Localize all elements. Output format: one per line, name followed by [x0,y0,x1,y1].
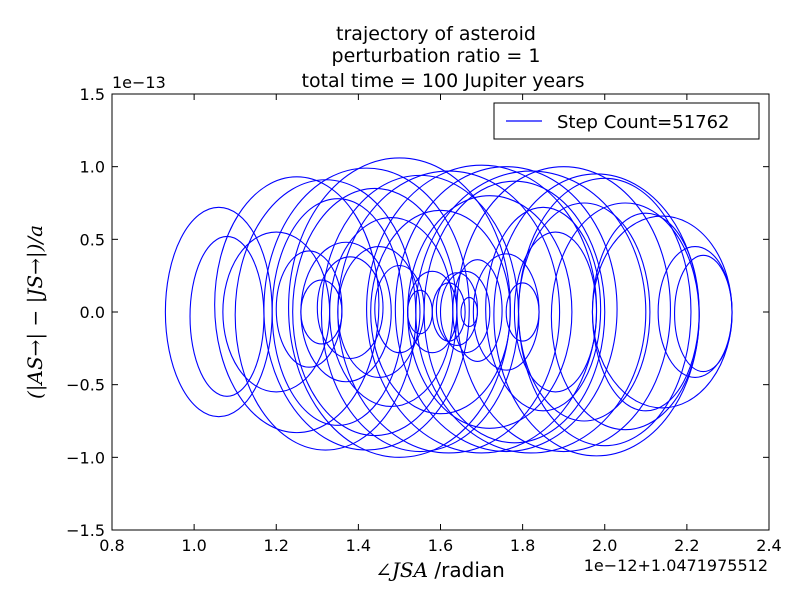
trajectory-loop [485,206,602,412]
x-tick-label: 2.2 [674,536,699,555]
x-tick-label: 1.0 [181,536,206,555]
trajectory-loop [214,176,380,434]
y-offset-text: 1e−13 [112,73,166,92]
chart-title-line-3: total time = 100 Jupiter years [302,70,585,92]
trajectory-loop [505,282,540,342]
y-tick-label: −0.5 [66,376,105,395]
trajectory-loop [292,187,458,437]
y-tick-label: 0.5 [80,230,105,249]
x-offset-text: 1e−12+1.0471975512 [584,556,768,575]
trajectory-loop [431,282,466,342]
y-tick-label: 0.0 [80,303,105,322]
x-axis-label: ∠JSA /radian [375,558,505,582]
x-tick-label: 0.8 [99,536,124,555]
legend-label: Step Count=51762 [557,112,730,133]
chart-title-line-2: perturbation ratio = 1 [332,45,541,67]
trajectory-loop [337,246,421,378]
trajectory-loop [591,215,733,409]
trajectory-loop [394,166,618,453]
trajectory-loop [517,202,651,422]
trajectory-loop [513,231,598,393]
x-tick-label: 1.2 [264,536,289,555]
y-axis: 1.5 1.0 0.5 0.0 −0.5 −1.0 −1.5 [66,85,769,540]
trajectory-loop [407,195,573,429]
y-tick-label: −1.5 [66,521,105,540]
trajectory-loop [439,270,491,354]
y-tick-label: 1.5 [80,85,105,104]
trajectory-series [164,157,733,458]
chart-title-line-1: trajectory of asteroid [336,23,536,45]
x-tick-label: 1.6 [428,536,453,555]
trajectory-loop [423,180,606,444]
x-axis-label-math: ∠JSA [375,558,428,582]
y-tick-label: 1.0 [80,158,105,177]
trajectory-loop [329,216,454,408]
x-axis: 0.8 1.0 1.2 1.4 1.6 1.8 2.0 2.2 2.4 [99,94,782,555]
legend: Step Count=51762 [493,102,760,140]
x-tick-label: 2.0 [592,536,617,555]
trajectory-loop [271,198,405,426]
x-tick-label: 1.4 [346,536,371,555]
trajectory-loop [460,296,479,328]
trajectory-loop [415,170,647,454]
x-tick-label: 2.4 [756,536,781,555]
trajectory-loop [370,209,511,415]
x-axis-label-unit: /radian [428,558,505,582]
y-axis-label: (|AS→| − |JS→|)/a [23,225,48,399]
x-tick-label: 1.8 [510,536,535,555]
y-tick-label: −1.0 [66,448,105,467]
trajectory-loop [300,241,392,383]
